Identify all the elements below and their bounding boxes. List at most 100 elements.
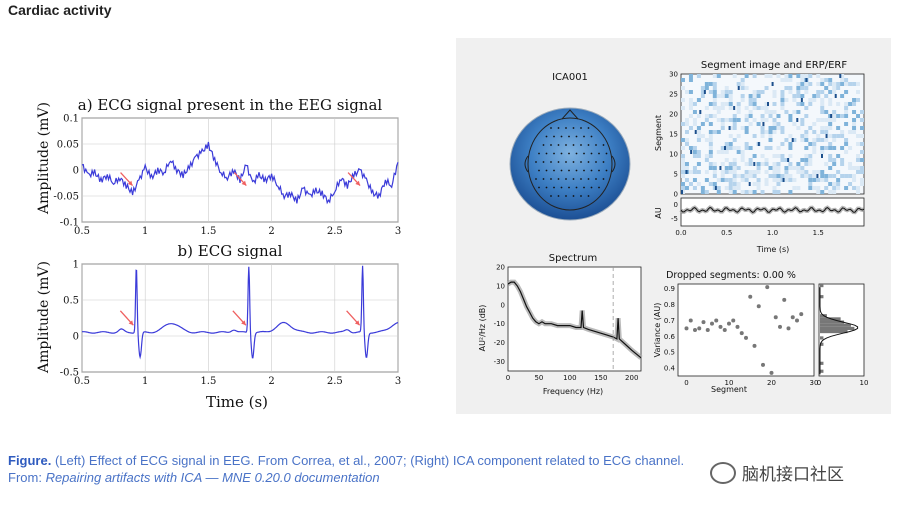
segment-heartbeat-mark — [724, 146, 727, 150]
segment-cell — [804, 138, 809, 142]
segment-cell — [720, 126, 725, 130]
segment-ytick-label: 15 — [669, 131, 678, 139]
segment-cell — [708, 114, 713, 118]
segment-cell — [736, 110, 741, 114]
segment-cell — [800, 174, 805, 178]
sensor-dot — [560, 186, 563, 189]
sensor-dot — [560, 152, 563, 155]
segment-cell — [700, 86, 705, 90]
segment-cell — [748, 170, 753, 174]
panel-b-xtick-label: 1.5 — [200, 376, 216, 387]
caption-line1: (Left) Effect of ECG signal in EEG. From… — [51, 453, 685, 468]
segment-cell — [788, 90, 793, 94]
segment-cell — [776, 74, 781, 78]
segment-cell — [832, 114, 837, 118]
sensor-dot — [550, 127, 552, 129]
segment-cell — [684, 118, 689, 122]
segment-cell — [788, 190, 793, 194]
segment-xlabel: Time (s) — [756, 245, 790, 254]
segment-cell — [796, 166, 801, 170]
segment-cell — [812, 142, 817, 146]
segment-cell — [700, 186, 705, 190]
segment-cell — [836, 102, 841, 106]
segment-cell — [704, 138, 709, 142]
segment-cell — [744, 190, 749, 194]
segment-cell — [840, 74, 845, 78]
histogram-bar — [820, 336, 824, 340]
segment-heartbeat-mark — [771, 82, 774, 86]
segment-cell — [692, 154, 697, 158]
segment-cell — [720, 106, 725, 110]
segment-cell — [860, 118, 864, 122]
sensor-dot — [560, 169, 563, 172]
segment-cell — [736, 134, 741, 138]
segment-cell — [816, 74, 821, 78]
segment-cell — [748, 110, 753, 114]
caption-figure-label: Figure. — [8, 453, 52, 468]
dropped-point — [722, 328, 727, 332]
sensor-dot — [553, 152, 555, 155]
segment-cell — [828, 182, 833, 186]
segment-cell — [836, 86, 841, 90]
dropped-point — [727, 321, 731, 326]
histogram-bar — [820, 295, 824, 299]
segment-cell — [812, 178, 817, 182]
dropped-ytick-label: 0.8 — [664, 301, 675, 309]
dropped-point — [684, 326, 689, 331]
dropped-point — [688, 318, 693, 323]
segment-image-plot: 0 5 10 15 20 25 30 0 -5 0.0 0.5 1.0 1.5 — [669, 71, 865, 237]
dropped-ytick-label: 0.6 — [664, 333, 676, 341]
sensor-dot — [557, 144, 560, 146]
caption-source-link[interactable]: Repairing artifacts with ICA — MNE 0.20.… — [45, 470, 380, 485]
segment-cell — [736, 102, 741, 106]
dropped-point — [799, 312, 804, 317]
segment-cell — [760, 162, 765, 166]
sensor-dot — [602, 178, 605, 180]
segment-cell — [732, 74, 737, 78]
segment-cell — [724, 150, 729, 154]
sensor-dot — [590, 135, 593, 138]
segment-cell — [780, 142, 785, 146]
segment-cell — [832, 86, 837, 90]
segment-cell — [828, 142, 833, 146]
segment-cell — [804, 146, 809, 150]
segment-cell — [820, 130, 825, 134]
segment-cell — [780, 178, 785, 182]
segment-cell — [740, 178, 745, 182]
segment-cell — [820, 170, 825, 174]
segment-heartbeat-mark — [762, 122, 765, 126]
caption-from-label: From: — [8, 470, 46, 485]
segment-cell — [728, 186, 733, 190]
ica-report-figure: ICA001 Segment image and ERP/ERF 0 5 10 15 2… — [478, 60, 868, 396]
segment-cell — [824, 94, 829, 98]
segment-cell — [792, 186, 797, 190]
segment-cell — [692, 170, 697, 174]
panel-a-artifact-arrow-head — [241, 180, 247, 186]
segment-cell — [856, 98, 861, 102]
panel-a-ytick-label: -0.1 — [60, 218, 79, 229]
segment-cell — [748, 162, 753, 166]
segment-cell — [860, 170, 864, 174]
segment-cell — [800, 138, 805, 142]
segment-heartbeat-mark — [737, 86, 740, 90]
segment-cell — [748, 98, 753, 102]
segment-cell — [752, 94, 757, 98]
sensor-dot — [557, 127, 560, 129]
segment-cell — [800, 170, 805, 174]
dropped-point — [718, 324, 723, 329]
segment-cell — [860, 110, 864, 114]
segment-cell — [696, 138, 701, 142]
panel-a-plot: 0.5 1 1.5 2 2.5 3 0.1 0.05 0 -0.05 -0.1 — [53, 114, 401, 238]
segment-cell — [748, 122, 753, 126]
segment-cell — [772, 122, 777, 126]
segment-cell — [752, 154, 757, 158]
segment-cell — [764, 170, 769, 174]
sensor-dot — [580, 161, 582, 163]
segment-heartbeat-mark — [800, 98, 803, 102]
segment-cell — [704, 118, 709, 122]
segment-cell — [824, 174, 829, 178]
segment-cell — [720, 122, 725, 126]
segment-cell — [688, 170, 693, 174]
segment-cell — [768, 134, 773, 138]
